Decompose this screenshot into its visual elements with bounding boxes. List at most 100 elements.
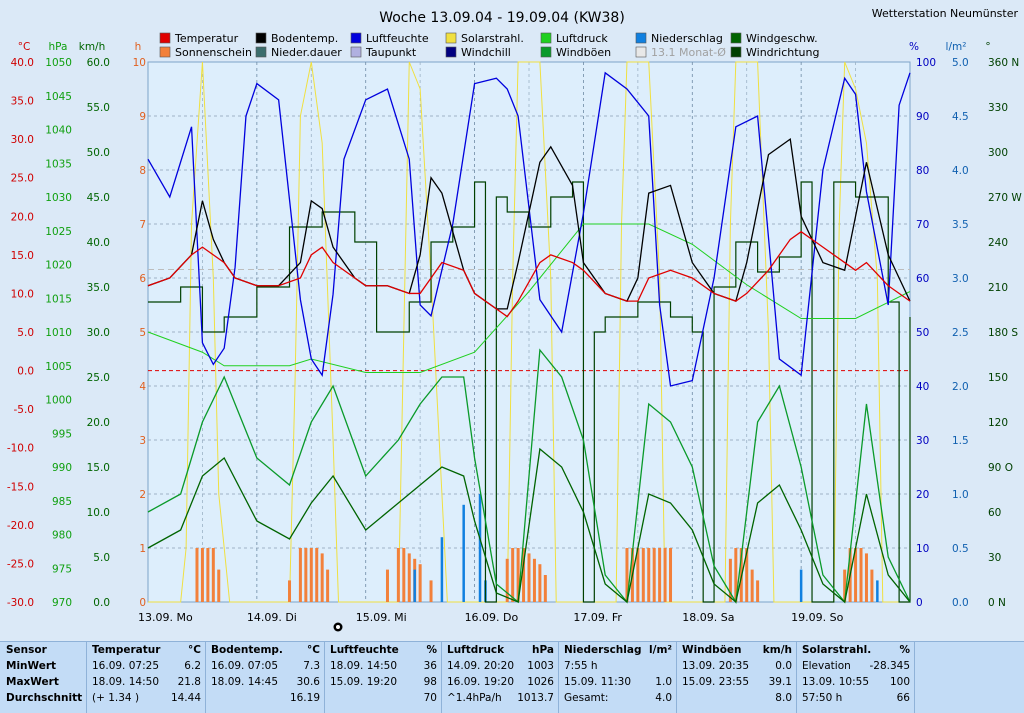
stats-cell-value: 21.8 [178, 674, 201, 690]
axis-tick-wind: 40.0 [87, 237, 110, 249]
bar-niederschlag [876, 580, 879, 602]
legend-label: Niederschlag [651, 32, 723, 45]
axis-tick-direction: 270 W [988, 192, 1022, 204]
bar-sonnenschein [751, 570, 754, 602]
bar-niederschlag [413, 570, 416, 602]
now-marker-center-icon [336, 625, 340, 629]
stats-cell-value: -28.345 [869, 658, 910, 674]
rowlabel-avg: Durchschnitt [6, 690, 82, 706]
axis-tick-direction: 210 [988, 282, 1008, 294]
axis-tick-direction: 180 S [988, 327, 1018, 339]
axis-tick-temp: 20.0 [11, 211, 34, 223]
stats-cell-value: 70 [424, 690, 437, 706]
axis-unit-hours: h [135, 41, 142, 53]
legend-label: 13.1 Monat-Ø [651, 46, 726, 59]
axis-tick-pressure: 1050 [45, 57, 72, 69]
axis-tick-temp: -20.0 [7, 520, 34, 532]
axis-tick-precip: 2.0 [952, 381, 969, 393]
bar-sonnenschein [397, 548, 400, 602]
axis-tick-precip: 4.5 [952, 111, 969, 123]
bar-sonnenschein [538, 564, 541, 602]
axis-tick-temp: 40.0 [11, 57, 34, 69]
stats-cell-value: 1013.7 [517, 690, 554, 706]
stats-cell-time: Gesamt: [564, 690, 608, 706]
station-name: Wetterstation Neumünster [872, 7, 1019, 20]
axis-unit-direction: ° [985, 41, 990, 53]
axis-tick-direction: 90 O [988, 462, 1013, 474]
axis-tick-percent: 0 [916, 597, 923, 609]
stats-cell-time: 16.09. 07:25 [92, 658, 159, 674]
bar-sonnenschein [642, 548, 645, 602]
stats-cell-time: 15.09. 11:30 [564, 674, 631, 690]
bar-sonnenschein [865, 553, 868, 602]
stats-cell-value: 100 [890, 674, 910, 690]
axis-tick-precip: 3.0 [952, 273, 969, 285]
legend-swatch [636, 47, 646, 57]
axis-tick-wind: 45.0 [87, 192, 110, 204]
axis-tick-pressure: 1015 [45, 293, 72, 305]
axis-tick-precip: 5.0 [952, 57, 969, 69]
legend-label: Nieder.dauer [271, 46, 342, 59]
legend-swatch [731, 33, 741, 43]
axis-tick-hours: 6 [139, 273, 146, 285]
stats-cell-value: 98 [424, 674, 437, 690]
axis-tick-precip: 1.0 [952, 489, 969, 501]
bar-sonnenschein [310, 548, 313, 602]
bar-sonnenschein [860, 548, 863, 602]
axis-tick-percent: 80 [916, 165, 929, 177]
rowlabel-min: MinWert [6, 658, 56, 674]
weather-week-chart: Woche 13.09.04 - 19.09.04 (KW38) Wetters… [0, 0, 1024, 641]
axis-tick-wind: 30.0 [87, 327, 110, 339]
legend-swatch [351, 33, 361, 43]
stats-cell-time: 16.09. 07:05 [211, 658, 278, 674]
day-label: 15.09. Mi [356, 611, 407, 624]
axis-tick-temp: -5.0 [14, 404, 35, 416]
stats-cell-time: 57:50 h [802, 690, 842, 706]
axis-tick-precip: 4.0 [952, 165, 969, 177]
axis-tick-precip: 1.5 [952, 435, 969, 447]
stats-col-header: Bodentemp. [211, 642, 283, 658]
legend-swatch [731, 47, 741, 57]
legend-swatch [446, 47, 456, 57]
legend-swatch [160, 33, 170, 43]
legend-swatch [256, 47, 266, 57]
stats-cell-time: 13.09. 20:35 [682, 658, 749, 674]
axis-unit-wind: km/h [79, 41, 106, 53]
axis-tick-wind: 5.0 [93, 552, 110, 564]
stats-cell-time: 14.09. 20:20 [447, 658, 514, 674]
axis-tick-precip: 0.0 [952, 597, 969, 609]
axis-tick-wind: 20.0 [87, 417, 110, 429]
legend-swatch [541, 47, 551, 57]
axis-tick-temp: 30.0 [11, 134, 34, 146]
stats-col-unit: hPa [532, 642, 554, 658]
axis-unit-percent: % [909, 41, 919, 53]
axis-tick-pressure: 1025 [45, 226, 72, 238]
axis-tick-direction: 150 [988, 372, 1008, 384]
stats-cell-value: 7.3 [303, 658, 320, 674]
stats-cell-time: 7:55 h [564, 658, 598, 674]
bar-niederschlag [800, 570, 803, 602]
bar-sonnenschein [756, 580, 759, 602]
bar-sonnenschein [321, 553, 324, 602]
stats-col-header: Windböen [682, 642, 742, 658]
axis-tick-pressure: 1030 [45, 192, 72, 204]
axis-tick-temp: 10.0 [11, 288, 34, 300]
stats-cell-value: 39.1 [769, 674, 792, 690]
axis-tick-percent: 100 [916, 57, 936, 69]
axis-tick-temp: 25.0 [11, 173, 34, 185]
legend-label: Solarstrahl. [461, 32, 524, 45]
legend-label: Taupunkt [365, 46, 417, 59]
axis-tick-direction: 240 [988, 237, 1008, 249]
rowlabel-max: MaxWert [6, 674, 59, 690]
axis-tick-hours: 10 [133, 57, 146, 69]
legend-swatch [160, 47, 170, 57]
stats-cell-value: 0.0 [775, 658, 792, 674]
axis-tick-wind: 50.0 [87, 147, 110, 159]
stats-col-unit: km/h [763, 642, 792, 658]
axis-tick-hours: 3 [139, 435, 146, 447]
bar-sonnenschein [386, 570, 389, 602]
